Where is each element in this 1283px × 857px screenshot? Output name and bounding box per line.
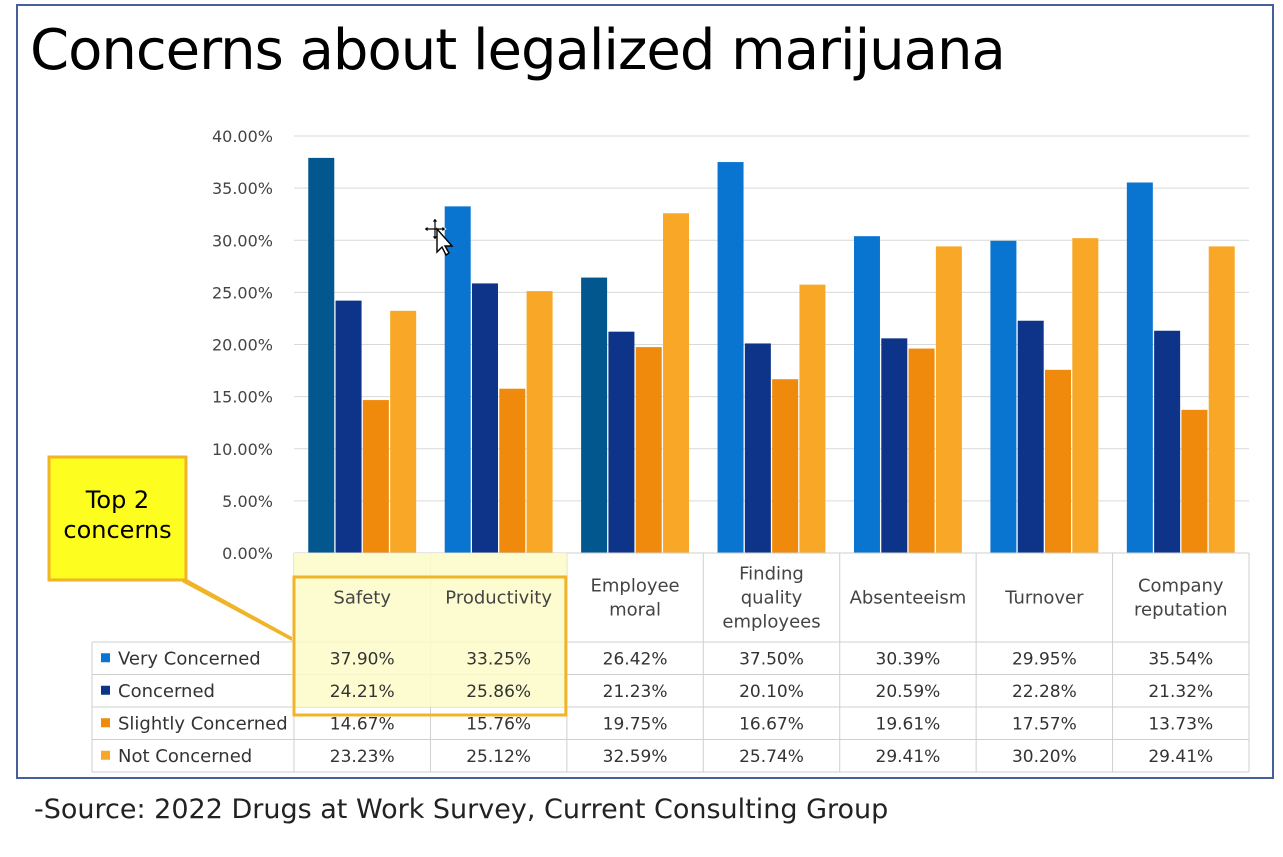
table-cell: 29.41%	[1148, 747, 1213, 767]
y-tick-label: 30.00%	[212, 231, 273, 250]
bar	[335, 300, 362, 553]
bar	[1154, 330, 1181, 553]
move-cursor-icon	[425, 217, 454, 256]
category-label: Safety	[333, 588, 391, 609]
bar	[362, 400, 389, 553]
legend-label: Very Concerned	[118, 648, 261, 669]
bar	[772, 379, 799, 553]
table-cell: 20.59%	[876, 682, 941, 702]
bar	[608, 331, 635, 553]
page-title: Concerns about legalized marijuana	[30, 18, 1006, 83]
y-tick-label: 15.00%	[212, 388, 273, 407]
table-cell: 22.28%	[1012, 682, 1077, 702]
table-cell: 25.74%	[739, 747, 804, 767]
table-cell: 17.57%	[1012, 714, 1077, 734]
source-note: -Source: 2022 Drugs at Work Survey, Curr…	[34, 794, 889, 825]
bar	[717, 162, 744, 553]
table-cell: 19.75%	[603, 714, 668, 734]
callout-text: concerns	[63, 516, 171, 544]
table-cell: 32.59%	[603, 747, 668, 767]
legend-swatch	[101, 750, 110, 760]
bar	[581, 277, 608, 553]
category-label: Turnover	[1004, 588, 1084, 609]
legend-label: Not Concerned	[118, 746, 252, 767]
table-cell: 25.86%	[466, 682, 531, 702]
y-tick-label: 10.00%	[212, 440, 273, 459]
y-tick-label: 20.00%	[212, 336, 273, 355]
bar	[1017, 320, 1044, 553]
top-concerns-box	[292, 575, 568, 717]
bar	[935, 246, 962, 553]
category-label: reputation	[1134, 600, 1227, 621]
y-tick-label: 5.00%	[222, 492, 273, 511]
table-cell: 33.25%	[466, 649, 531, 669]
bar	[744, 343, 771, 553]
table-cell: 37.90%	[330, 649, 395, 669]
table-cell: 23.23%	[330, 747, 395, 767]
table-cell: 26.42%	[603, 649, 668, 669]
legend-swatch	[101, 685, 110, 695]
bar	[1181, 409, 1208, 553]
y-tick-label: 40.00%	[212, 127, 273, 146]
bar	[499, 388, 526, 553]
table-cell: 14.67%	[330, 714, 395, 734]
callout-pointer	[182, 578, 292, 641]
bar	[1126, 182, 1153, 554]
category-label: Productivity	[445, 588, 552, 609]
slide-frame	[16, 4, 1274, 779]
bar	[1208, 246, 1235, 553]
y-tick-label: 0.00%	[222, 544, 273, 563]
category-label: quality	[741, 588, 803, 609]
table-cell: 29.95%	[1012, 649, 1077, 669]
table-cell: 21.23%	[603, 682, 668, 702]
legend-swatch	[101, 653, 110, 663]
table-cell: 30.39%	[876, 649, 941, 669]
table-cell: 30.20%	[1012, 747, 1077, 767]
legend-swatch	[101, 718, 110, 728]
bar	[390, 310, 417, 553]
category-label: moral	[609, 600, 661, 621]
table-cell: 24.21%	[330, 682, 395, 702]
y-tick-label: 35.00%	[212, 179, 273, 198]
table-cell: 29.41%	[876, 747, 941, 767]
bar	[663, 213, 690, 553]
table-cell: 16.67%	[739, 714, 804, 734]
table-cell: 37.50%	[739, 649, 804, 669]
bar	[308, 157, 335, 553]
callout-box	[47, 455, 188, 582]
category-label: Company	[1138, 576, 1224, 597]
bar	[1045, 369, 1072, 553]
bar	[799, 284, 826, 553]
category-label: Employee	[590, 576, 679, 597]
table-cell: 20.10%	[739, 682, 804, 702]
bar	[444, 206, 471, 553]
table-cell: 25.12%	[466, 747, 531, 767]
legend-label: Concerned	[118, 681, 215, 702]
bar	[908, 348, 935, 553]
table-cell: 13.73%	[1148, 714, 1213, 734]
category-label: Absenteeism	[850, 588, 967, 609]
bar	[853, 236, 880, 553]
table-cell: 21.32%	[1148, 682, 1213, 702]
bar	[471, 283, 498, 553]
legend-label: Slightly Concerned	[118, 713, 288, 734]
bar	[635, 347, 662, 553]
callout-text: Top 2	[85, 486, 149, 514]
category-label: employees	[722, 612, 820, 633]
table-cell: 15.76%	[466, 714, 531, 734]
top-concerns-highlight	[294, 553, 567, 707]
bar	[990, 240, 1017, 554]
table-cell: 35.54%	[1148, 649, 1213, 669]
bar	[526, 291, 553, 553]
bar	[881, 338, 908, 553]
y-tick-label: 25.00%	[212, 283, 273, 302]
table-cell: 19.61%	[876, 714, 941, 734]
category-label: Finding	[739, 564, 804, 585]
bar	[1072, 238, 1099, 554]
